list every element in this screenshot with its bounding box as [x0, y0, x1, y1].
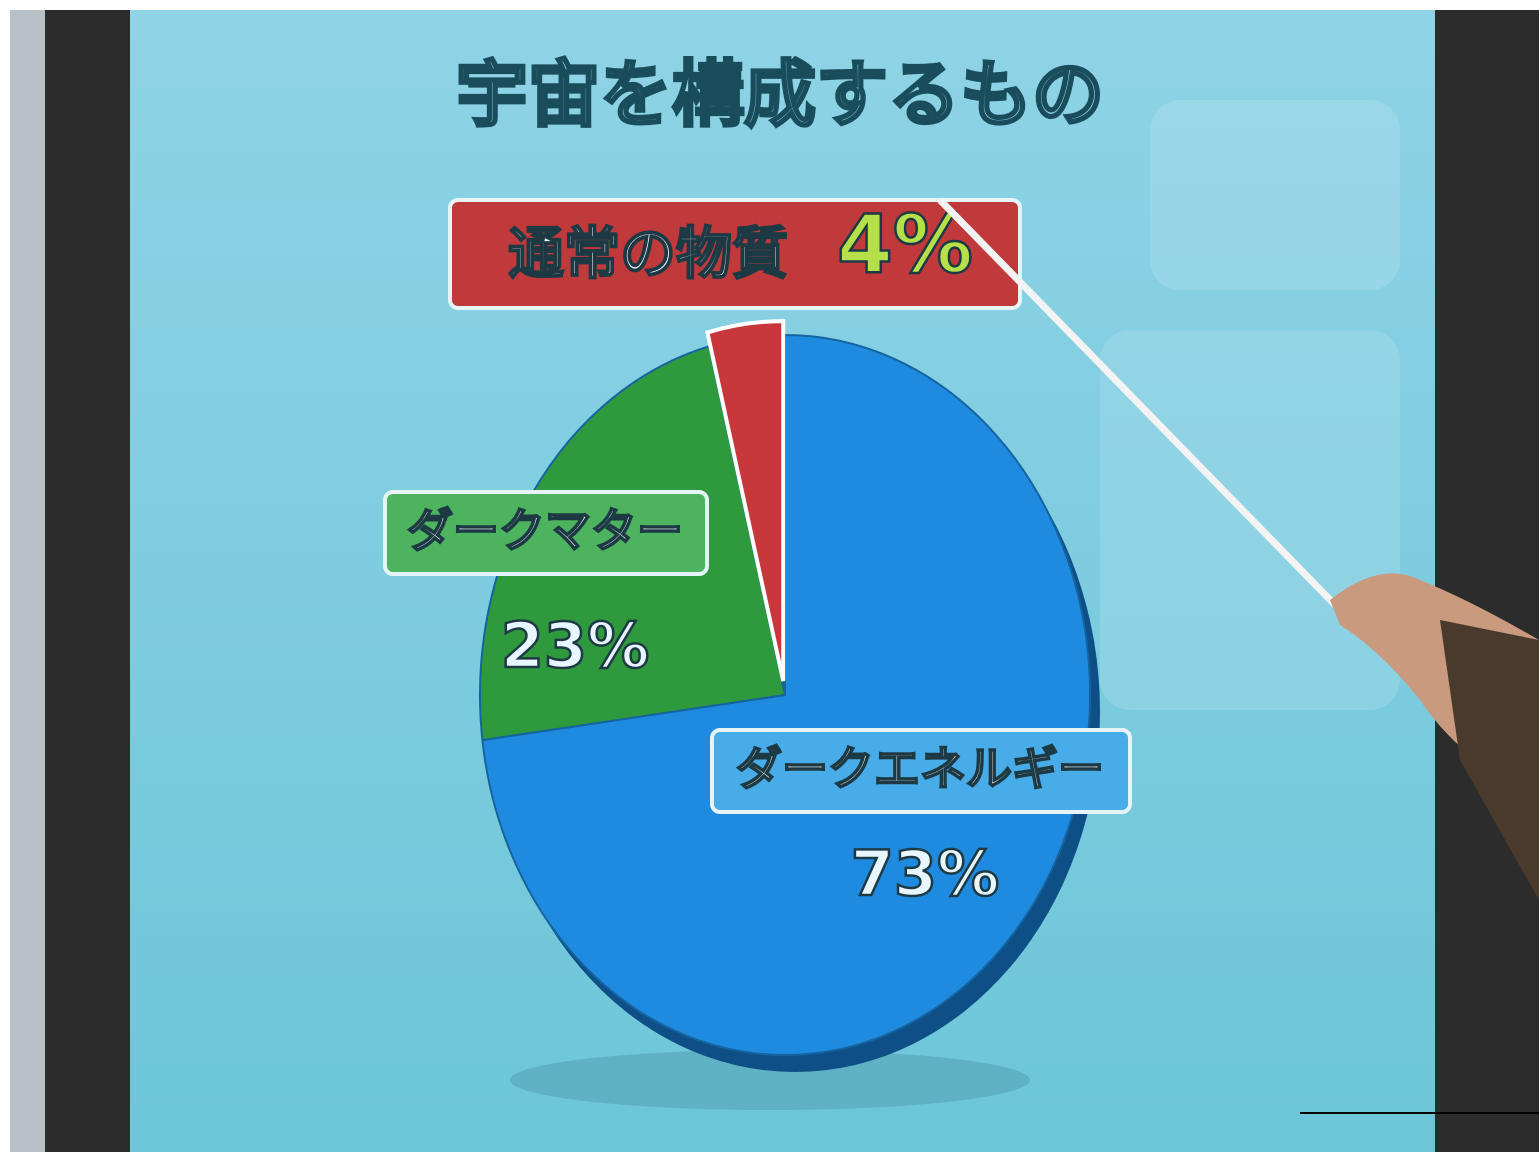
value-label: 23%: [501, 609, 649, 682]
wall: [10, 10, 45, 1152]
bg-shape: [1150, 100, 1400, 290]
category-label: 通常の物質: [508, 222, 788, 287]
category-label: ダークマター: [407, 504, 683, 558]
value-label: 73%: [851, 837, 999, 910]
chart-title: 宇宙を構成するもの: [456, 53, 1104, 137]
chart: 宇宙を構成するもの ダークエネルギー73%ダークマター23%通常の物質4%: [0, 0, 1539, 1157]
category-label: ダークエネルギー: [736, 742, 1104, 796]
